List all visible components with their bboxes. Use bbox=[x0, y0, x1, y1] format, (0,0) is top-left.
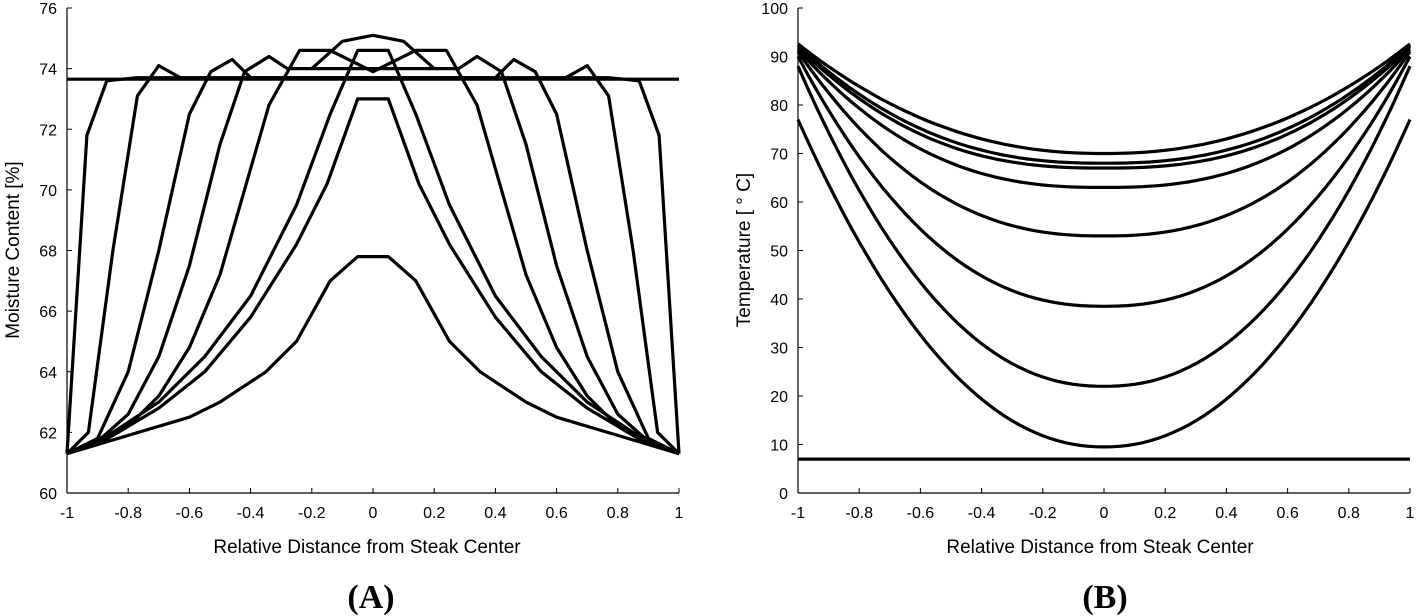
chart-a-x-tick-label: 0.4 bbox=[484, 505, 506, 522]
chart-a-y-tick-label: 70 bbox=[39, 183, 57, 200]
chart-b-y-tick-label: 70 bbox=[770, 147, 788, 164]
chart-a-x-tick-label: -1 bbox=[60, 505, 74, 522]
chart-a-y-tick-label: 62 bbox=[39, 425, 57, 442]
chart-a-y-tick-label: 64 bbox=[39, 365, 57, 382]
chart-b-y-axis-label: Temperature [ ° C] bbox=[734, 173, 755, 327]
chart-b-y-tick-label: 50 bbox=[770, 244, 788, 261]
chart-b-x-tick-label: 1 bbox=[1406, 505, 1415, 522]
chart-a-ticks: -1 -0.8 -0.6 -0.4 -0.2 0 0.2 0.4 0.6 0.8 1 60 62 64 66… bbox=[39, 1, 683, 522]
chart-b-series-line bbox=[796, 48, 1412, 189]
chart-b-series-line bbox=[796, 55, 1412, 308]
chart-a-series-line bbox=[310, 33, 436, 70]
chart-b-x-tick-label: -0.6 bbox=[907, 505, 935, 522]
chart-b-x-tick-label: -0.2 bbox=[1029, 505, 1057, 522]
chart-a-y-tick-label: 74 bbox=[39, 62, 57, 79]
chart-a-x-tick-label: 0.6 bbox=[545, 505, 567, 522]
chart-a-x-tick-label: 1 bbox=[675, 505, 684, 522]
chart-a-series-line bbox=[66, 48, 680, 456]
chart-a-x-tick-label: -0.2 bbox=[298, 505, 326, 522]
chart-b-series-line bbox=[796, 65, 1412, 388]
chart-a-x-tick-label: 0 bbox=[369, 505, 378, 522]
chart-b: -1 -0.8 -0.6 -0.4 -0.2 0 0.2 0.4 0.6 0.8 101020304… bbox=[734, 1, 1415, 616]
chart-a-series-line bbox=[66, 48, 680, 456]
chart-a-series-line bbox=[66, 54, 680, 456]
chart-b-series-line bbox=[797, 42, 1411, 156]
chart-a-x-tick-label: -0.4 bbox=[237, 505, 265, 522]
chart-b-y-tick-label: 40 bbox=[770, 292, 788, 309]
chart-a-x-tick-label: 0.8 bbox=[607, 505, 629, 522]
chart-b-x-tick-label: 0.6 bbox=[1276, 505, 1298, 522]
chart-b-x-tick-label: -1 bbox=[791, 505, 805, 522]
chart-b-y-tick-label: 90 bbox=[770, 50, 788, 67]
chart-b-y-tick-label: 10 bbox=[770, 438, 788, 455]
chart-b-series-line bbox=[796, 118, 1412, 449]
chart-b-x-tick-label: -0.8 bbox=[845, 505, 873, 522]
chart-a: -1 -0.8 -0.6 -0.4 -0.2 0 0.2 0.4 0.6 0.8 1 60 62 64 66… bbox=[3, 1, 684, 616]
chart-b-series bbox=[796, 42, 1412, 461]
chart-a-x-axis-label: Relative Distance from Steak Center bbox=[213, 537, 521, 558]
chart-b-x-tick-label: 0 bbox=[1100, 505, 1109, 522]
chart-a-y-tick-label: 72 bbox=[39, 122, 57, 139]
chart-a-y-axis-label: Moisture Content [%] bbox=[3, 161, 24, 338]
chart-b-x-tick-label: 0.4 bbox=[1215, 505, 1237, 522]
chart-a-x-tick-label: -0.8 bbox=[114, 505, 142, 522]
chart-b-x-tick-label: 0.2 bbox=[1154, 505, 1176, 522]
chart-b-x-tick-label: 0.8 bbox=[1338, 505, 1360, 522]
chart-b-y-tick-label: 60 bbox=[770, 195, 788, 212]
chart-b-x-axis-label: Relative Distance from Steak Center bbox=[946, 537, 1254, 558]
chart-a-y-tick-label: 76 bbox=[39, 1, 57, 18]
chart-a-x-tick-label: 0.2 bbox=[423, 505, 445, 522]
chart-a-y-tick-label: 66 bbox=[39, 304, 57, 321]
chart-b-x-tick-label: -0.4 bbox=[968, 505, 996, 522]
chart-b-y-tick-label: 30 bbox=[770, 341, 788, 358]
chart-b-series-line bbox=[796, 44, 1412, 165]
chart-a-series-line bbox=[66, 57, 680, 456]
chart-b-y-tick-label: 80 bbox=[770, 98, 788, 115]
chart-a-series bbox=[65, 33, 681, 456]
chart-b-series-line bbox=[796, 45, 1412, 170]
chart-b-y-tick-label: 20 bbox=[770, 389, 788, 406]
chart-b-panel-label: (B) bbox=[1082, 579, 1127, 616]
chart-a-y-tick-label: 60 bbox=[39, 486, 57, 503]
chart-b-ticks: -1 -0.8 -0.6 -0.4 -0.2 0 0.2 0.4 0.6 0.8 101020304… bbox=[761, 1, 1414, 522]
chart-a-series-line bbox=[66, 97, 680, 456]
chart-b-y-tick-label: 100 bbox=[761, 1, 788, 18]
chart-a-series-line bbox=[66, 255, 680, 456]
chart-b-y-tick-label: 0 bbox=[779, 486, 788, 503]
chart-b-series-line bbox=[796, 50, 1412, 238]
chart-a-x-tick-label: -0.6 bbox=[176, 505, 204, 522]
chart-a-panel-label: (A) bbox=[347, 579, 394, 616]
chart-a-y-tick-label: 68 bbox=[39, 244, 57, 261]
